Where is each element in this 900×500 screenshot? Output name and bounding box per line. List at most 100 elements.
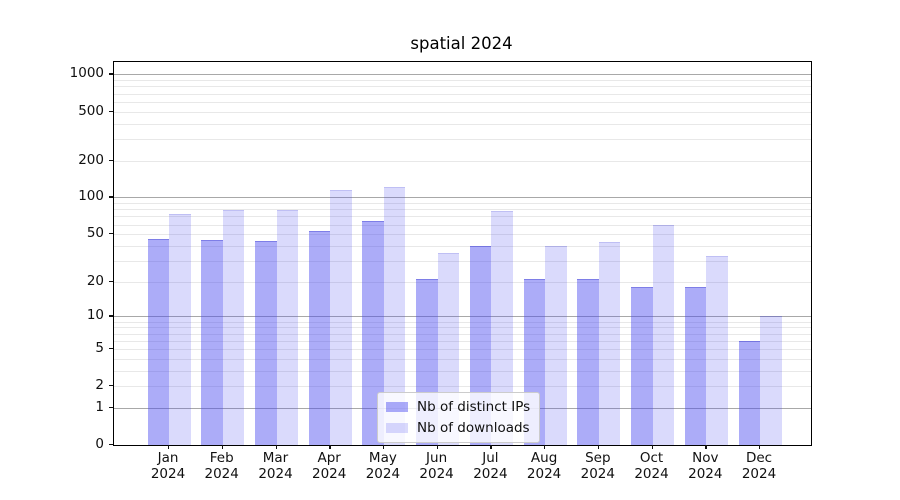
gridline — [114, 111, 811, 113]
bar-downloads — [652, 224, 674, 445]
gridline — [114, 86, 811, 88]
bar-distinct-ips — [308, 231, 331, 445]
gridline — [114, 160, 811, 162]
gridline — [114, 138, 811, 140]
x-tick-label: Sep 2024 — [580, 450, 615, 482]
gridline — [114, 224, 811, 226]
x-tick-label: Apr 2024 — [312, 450, 347, 482]
y-tick-mark — [109, 110, 113, 112]
bar-downloads — [276, 209, 298, 445]
legend-label: Nb of downloads — [417, 420, 530, 436]
legend-row: Nb of distinct IPs — [386, 399, 530, 415]
x-tick-mark — [705, 445, 707, 449]
gridline — [114, 209, 811, 211]
gridline — [114, 74, 811, 76]
gridline — [114, 358, 811, 360]
y-tick-mark — [109, 280, 113, 283]
bar-distinct-ips — [738, 340, 760, 445]
y-tick-label: 5 — [95, 339, 104, 356]
legend-swatch — [386, 423, 408, 433]
x-tick-label: Nov 2024 — [688, 450, 723, 482]
y-tick-mark — [109, 406, 113, 409]
gridline — [114, 333, 811, 335]
x-tick-label: Jul 2024 — [473, 450, 508, 482]
x-tick-mark — [221, 445, 224, 449]
y-tick-mark — [109, 385, 113, 387]
gridline — [114, 370, 811, 372]
x-tick-mark — [168, 445, 170, 449]
gridline — [114, 386, 811, 388]
y-tick-label: 1000 — [69, 65, 104, 82]
gridline — [114, 316, 811, 318]
x-tick-mark — [490, 445, 492, 449]
bar-downloads — [545, 245, 567, 445]
legend-swatch — [386, 402, 408, 412]
x-tick-label: Aug 2024 — [526, 450, 562, 482]
x-tick-mark — [544, 445, 546, 449]
y-tick-label: 500 — [78, 102, 104, 119]
x-tick-label: Mar 2024 — [258, 450, 293, 482]
bar-downloads — [706, 255, 728, 445]
bar-downloads — [330, 190, 352, 445]
bar-downloads — [491, 211, 513, 445]
gridline — [114, 281, 811, 283]
x-tick-mark — [329, 445, 331, 449]
y-tick-label: 10 — [86, 307, 104, 324]
bar-downloads — [760, 316, 782, 445]
gridline — [114, 93, 811, 95]
y-tick-mark — [109, 444, 113, 446]
gridline — [114, 123, 811, 125]
bar-distinct-ips — [255, 240, 277, 445]
bar-distinct-ips — [684, 287, 707, 445]
x-tick-mark — [597, 445, 600, 449]
y-tick-label: 20 — [86, 272, 104, 289]
y-tick-mark — [109, 347, 113, 350]
bar-distinct-ips — [147, 238, 169, 445]
x-tick-mark — [759, 445, 761, 449]
gridline — [114, 340, 811, 342]
x-tick-label: Oct 2024 — [634, 450, 669, 482]
y-tick-label: 2 — [95, 377, 104, 394]
legend-label: Nb of distinct IPs — [417, 399, 531, 415]
x-tick-mark — [275, 445, 277, 449]
y-tick-mark — [109, 159, 113, 161]
gridline — [114, 245, 811, 247]
bar-downloads — [598, 242, 621, 445]
y-tick-mark — [109, 196, 113, 198]
y-tick-label: 200 — [78, 151, 104, 168]
gridline — [114, 260, 811, 262]
x-tick-label: May 2024 — [365, 450, 401, 482]
y-tick-label: 100 — [78, 188, 104, 205]
x-tick-label: Jun 2024 — [419, 450, 454, 482]
y-tick-label: 1 — [95, 398, 104, 415]
gridline — [114, 197, 811, 199]
x-tick-label: Dec 2024 — [741, 450, 777, 482]
legend: Nb of distinct IPs Nb of downloads — [377, 392, 541, 443]
gridline — [114, 321, 811, 323]
y-tick-label: 0 — [95, 436, 104, 452]
bar-distinct-ips — [577, 279, 599, 445]
y-tick-mark — [109, 73, 113, 75]
x-tick-mark — [651, 445, 653, 449]
gridline — [114, 234, 811, 236]
chart-title: spatial 2024 — [410, 34, 513, 53]
bar-downloads — [169, 214, 191, 445]
x-tick-mark — [382, 445, 385, 449]
bar-distinct-ips — [201, 239, 223, 445]
gridline — [114, 216, 811, 218]
x-tick-mark — [436, 445, 438, 449]
bar-downloads — [383, 187, 406, 445]
gridline — [114, 80, 811, 81]
bar-downloads — [222, 209, 245, 445]
y-tick-mark — [109, 315, 113, 317]
bar-distinct-ips — [362, 221, 384, 445]
y-tick-label: 50 — [86, 225, 104, 242]
gridline — [114, 101, 811, 103]
bar-distinct-ips — [631, 287, 653, 445]
gridline — [114, 348, 811, 350]
y-tick-mark — [109, 233, 113, 235]
x-tick-label: Feb 2024 — [204, 450, 239, 482]
x-tick-label: Jan 2024 — [150, 450, 186, 482]
gridline — [114, 327, 811, 329]
